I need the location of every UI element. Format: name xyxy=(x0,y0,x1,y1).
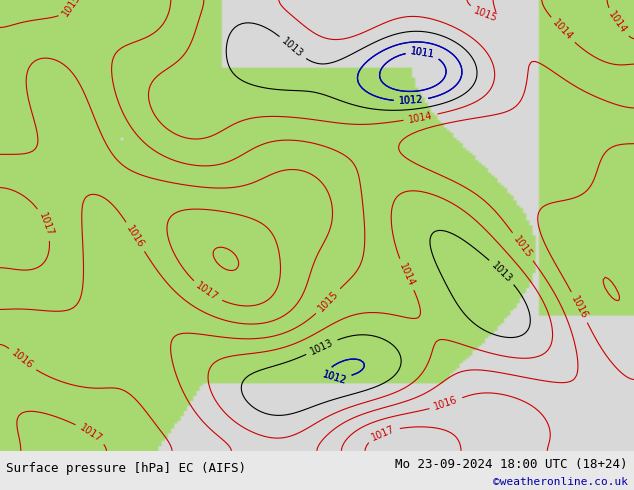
Text: 1017: 1017 xyxy=(370,424,396,442)
Text: 1017: 1017 xyxy=(77,422,104,444)
Text: 1015: 1015 xyxy=(472,6,498,24)
Text: 1012: 1012 xyxy=(321,369,348,386)
Text: 1016: 1016 xyxy=(10,348,35,371)
Text: 1016: 1016 xyxy=(124,224,146,250)
Text: 1015: 1015 xyxy=(512,234,534,260)
Text: 1012: 1012 xyxy=(398,95,424,106)
Text: 1017: 1017 xyxy=(37,211,55,238)
Text: 1014: 1014 xyxy=(397,261,416,288)
Text: ©weatheronline.co.uk: ©weatheronline.co.uk xyxy=(493,477,628,487)
Text: 1017: 1017 xyxy=(194,281,220,303)
Text: Mo 23-09-2024 18:00 UTC (18+24): Mo 23-09-2024 18:00 UTC (18+24) xyxy=(395,458,628,471)
Text: 1014: 1014 xyxy=(550,18,574,43)
Text: Surface pressure [hPa] EC (AIFS): Surface pressure [hPa] EC (AIFS) xyxy=(6,462,247,475)
Text: 1014: 1014 xyxy=(408,110,434,124)
Text: 1011: 1011 xyxy=(410,46,436,60)
Text: 1013: 1013 xyxy=(309,337,335,357)
Text: 1012: 1012 xyxy=(321,369,348,386)
Text: 1015: 1015 xyxy=(60,0,82,18)
Text: 1014: 1014 xyxy=(607,10,629,36)
Text: 1013: 1013 xyxy=(489,260,514,284)
Text: 1015: 1015 xyxy=(316,289,340,314)
Text: 1011: 1011 xyxy=(410,46,436,60)
Text: 1012: 1012 xyxy=(398,95,424,106)
Text: 1016: 1016 xyxy=(433,395,459,413)
Text: 1016: 1016 xyxy=(569,294,590,320)
Text: 1013: 1013 xyxy=(280,36,305,60)
